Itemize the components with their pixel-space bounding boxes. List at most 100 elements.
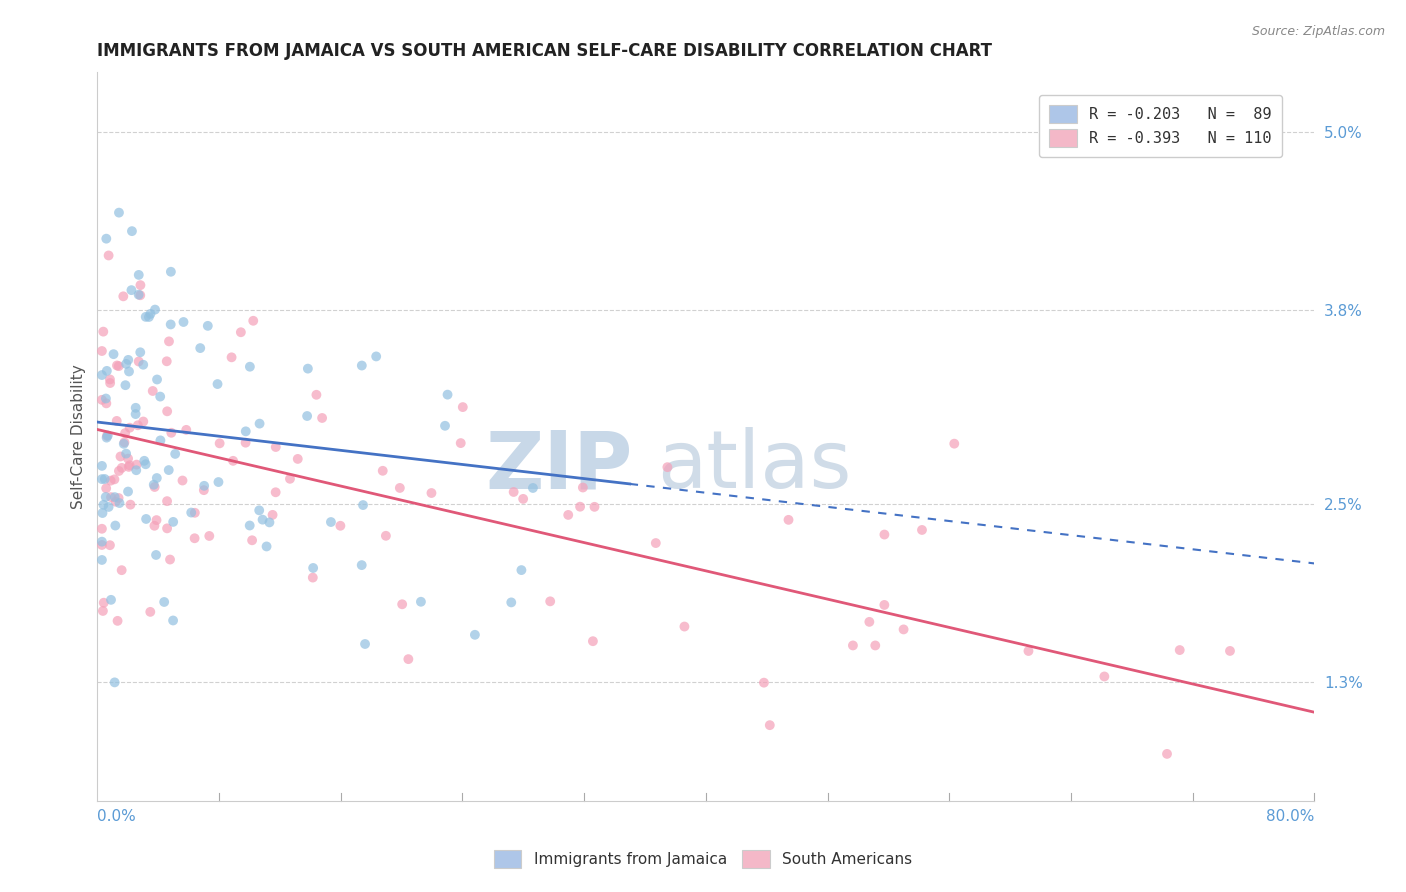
- Point: [262, 508, 284, 522]
- Point: [91, 458, 114, 473]
- Point: [464, 628, 486, 642]
- Point: [107, 614, 129, 628]
- Point: [329, 518, 352, 533]
- Point: [193, 479, 215, 493]
- Text: 0.0%: 0.0%: [97, 809, 136, 824]
- Point: [115, 357, 138, 371]
- Point: [911, 523, 934, 537]
- Point: [97, 428, 120, 442]
- Point: [118, 458, 141, 473]
- Point: [94, 490, 117, 504]
- Point: [96, 232, 118, 246]
- Point: [103, 347, 125, 361]
- Point: [118, 364, 141, 378]
- Point: [117, 451, 139, 466]
- Point: [120, 283, 142, 297]
- Point: [149, 434, 172, 448]
- Point: [943, 436, 966, 450]
- Point: [90, 538, 112, 552]
- Point: [242, 314, 264, 328]
- Point: [90, 472, 112, 486]
- Point: [156, 404, 179, 418]
- Point: [94, 472, 117, 486]
- Point: [252, 513, 274, 527]
- Point: [778, 513, 800, 527]
- Point: [112, 437, 135, 451]
- Point: [172, 474, 194, 488]
- Point: [91, 325, 114, 339]
- Point: [247, 503, 270, 517]
- Point: [319, 515, 342, 529]
- Point: [865, 639, 887, 653]
- Point: [146, 372, 169, 386]
- Point: [107, 359, 129, 373]
- Point: [162, 614, 184, 628]
- Text: Source: ZipAtlas.com: Source: ZipAtlas.com: [1251, 25, 1385, 38]
- Point: [188, 341, 211, 355]
- Point: [510, 563, 533, 577]
- Point: [105, 414, 128, 428]
- Point: [644, 536, 666, 550]
- Point: [156, 354, 179, 368]
- Point: [207, 377, 229, 392]
- Point: [111, 461, 134, 475]
- Point: [90, 344, 112, 359]
- Point: [752, 675, 775, 690]
- Point: [388, 481, 411, 495]
- Point: [302, 561, 325, 575]
- Point: [582, 634, 605, 648]
- Point: [278, 472, 301, 486]
- Point: [128, 354, 150, 368]
- Point: [114, 426, 136, 441]
- Point: [132, 358, 155, 372]
- Point: [305, 388, 328, 402]
- Point: [391, 597, 413, 611]
- Point: [198, 529, 221, 543]
- Point: [110, 450, 132, 464]
- Text: 80.0%: 80.0%: [1265, 809, 1315, 824]
- Legend: Immigrants from Jamaica, South Americans: Immigrants from Jamaica, South Americans: [486, 843, 920, 875]
- Point: [893, 623, 915, 637]
- Point: [350, 558, 373, 573]
- Point: [208, 436, 231, 450]
- Point: [434, 418, 457, 433]
- Text: atlas: atlas: [657, 427, 852, 505]
- Point: [153, 595, 176, 609]
- Point: [396, 652, 419, 666]
- Point: [97, 500, 120, 514]
- Point: [222, 454, 245, 468]
- Point: [420, 486, 443, 500]
- Point: [235, 435, 257, 450]
- Point: [501, 595, 523, 609]
- Point: [129, 288, 152, 302]
- Point: [264, 440, 287, 454]
- Point: [673, 619, 696, 633]
- Point: [350, 359, 373, 373]
- Point: [96, 431, 118, 445]
- Point: [90, 522, 112, 536]
- Point: [873, 598, 896, 612]
- Point: [108, 496, 131, 510]
- Point: [135, 310, 157, 324]
- Point: [98, 376, 121, 390]
- Point: [93, 596, 115, 610]
- Point: [114, 435, 136, 450]
- Point: [97, 248, 120, 262]
- Point: [117, 484, 139, 499]
- Point: [145, 548, 167, 562]
- Point: [142, 384, 165, 398]
- Point: [221, 351, 243, 365]
- Point: [1219, 644, 1241, 658]
- Point: [124, 407, 146, 421]
- Point: [100, 592, 122, 607]
- Point: [193, 483, 215, 497]
- Point: [207, 475, 229, 489]
- Point: [156, 494, 179, 508]
- Y-axis label: Self-Care Disability: Self-Care Disability: [72, 365, 86, 509]
- Point: [121, 224, 143, 238]
- Point: [371, 464, 394, 478]
- Point: [239, 518, 262, 533]
- Point: [96, 396, 118, 410]
- Point: [235, 425, 257, 439]
- Point: [111, 563, 134, 577]
